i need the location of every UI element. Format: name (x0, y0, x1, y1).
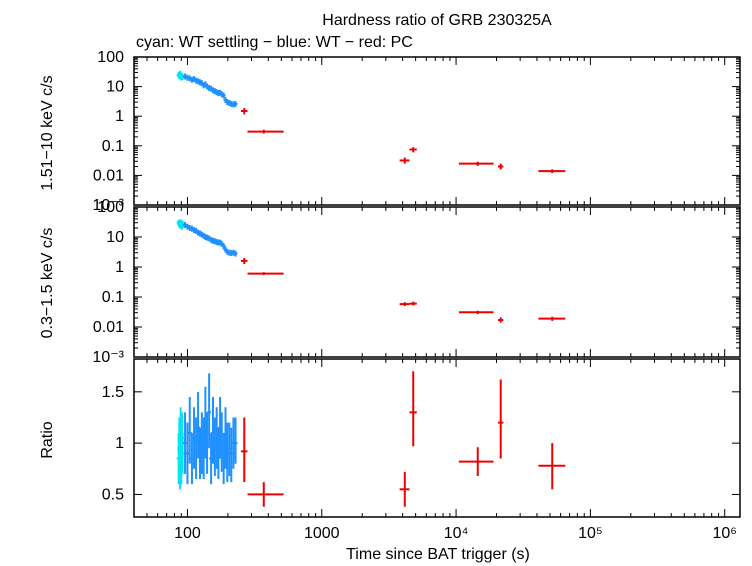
ratio-panel: 0.5 1 1.5 (102, 358, 741, 518)
x-axis-label: Time since BAT trigger (s) (346, 546, 530, 563)
hard-band-panel: 100 10 1 0.1 0.01 10⁻³ (92, 49, 741, 214)
y-tick-label: 10⁻³ (92, 349, 124, 366)
y-tick-label: 0.01 (93, 167, 124, 184)
y-tick-label: 1 (115, 259, 124, 276)
y-tick-label: 100 (97, 49, 124, 66)
y-tick-label: 10⁻³ (92, 197, 124, 214)
y-axis-label-ratio: Ratio (39, 421, 56, 458)
x-tick-labels: 100 1000 10⁴ 10⁵ 10⁶ (174, 525, 737, 542)
y-tick-label: 1.5 (102, 384, 124, 401)
y-tick-label: 0.01 (93, 319, 124, 336)
y-tick-label: 0.5 (102, 486, 124, 503)
y-tick-label: 10 (106, 79, 124, 96)
x-tick-label: 10⁴ (444, 525, 469, 542)
plot-frame (133, 206, 741, 358)
x-tick-label: 100 (174, 525, 201, 542)
y-tick-label: 1 (115, 108, 124, 125)
x-tick-label: 10⁵ (578, 525, 602, 542)
y-tick-label: 10 (106, 229, 124, 246)
plot-frame (133, 358, 741, 518)
x-tick-label: 10⁶ (713, 525, 737, 542)
soft-band-panel: 100 10 1 0.1 0.01 10⁻³ (92, 199, 741, 366)
y-axis-label-hard: 1.51−10 keV c/s (39, 75, 56, 190)
y-axis-label-soft: 0.3−1.5 keV c/s (39, 228, 56, 339)
y-tick-label: 100 (97, 199, 124, 216)
y-tick-label: 0.1 (102, 138, 124, 155)
plot-frame (133, 56, 741, 206)
y-tick-label: 0.1 (102, 289, 124, 306)
y-tick-label: 1 (115, 435, 124, 452)
chart-title: Hardness ratio of GRB 230325A (322, 12, 552, 29)
x-tick-label: 1000 (304, 525, 340, 542)
chart-subtitle: cyan: WT settling − blue: WT − red: PC (136, 34, 413, 51)
